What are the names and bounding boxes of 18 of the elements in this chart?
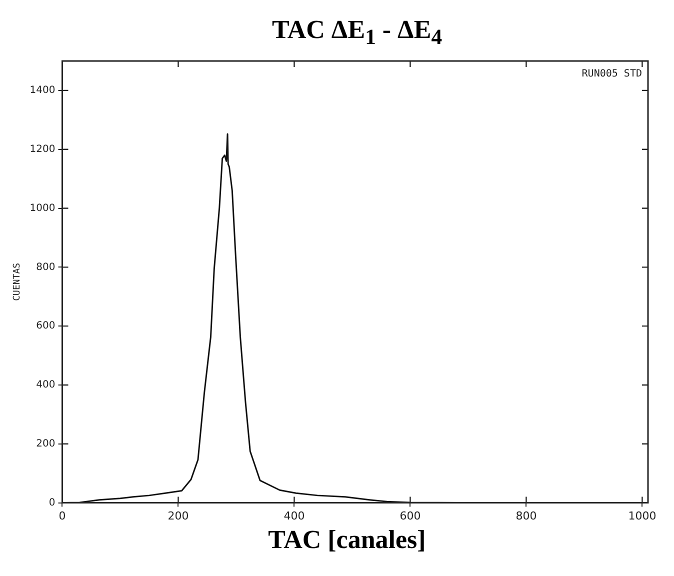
y-tick-label: 1400 xyxy=(30,85,56,96)
x-axis-title: TAC [canales] xyxy=(267,524,427,556)
x-tick-label: 600 xyxy=(400,509,421,522)
y-tick-label: 0 xyxy=(48,497,56,508)
y-tick-label: 200 xyxy=(36,438,56,450)
x-tick-label: 0 xyxy=(58,509,66,522)
y-axis-title: CUENTAS xyxy=(12,262,23,301)
y-tick-label: 600 xyxy=(36,320,56,332)
y-tick-label: 1200 xyxy=(30,144,56,155)
x-tick-label: 1000 xyxy=(628,509,656,522)
x-tick-label: 400 xyxy=(284,509,305,522)
x-tick-label: 200 xyxy=(168,509,189,522)
x-tick-label: 800 xyxy=(516,509,537,522)
y-tick-label: 800 xyxy=(36,262,56,273)
chart-title: TAC ΔE$_{1}$ - ΔE$_{4}$ xyxy=(270,14,444,52)
y-tick-label: 1000 xyxy=(30,202,56,214)
y-tick-label: 400 xyxy=(36,380,56,391)
annotation: RUN005 STD xyxy=(582,68,642,80)
